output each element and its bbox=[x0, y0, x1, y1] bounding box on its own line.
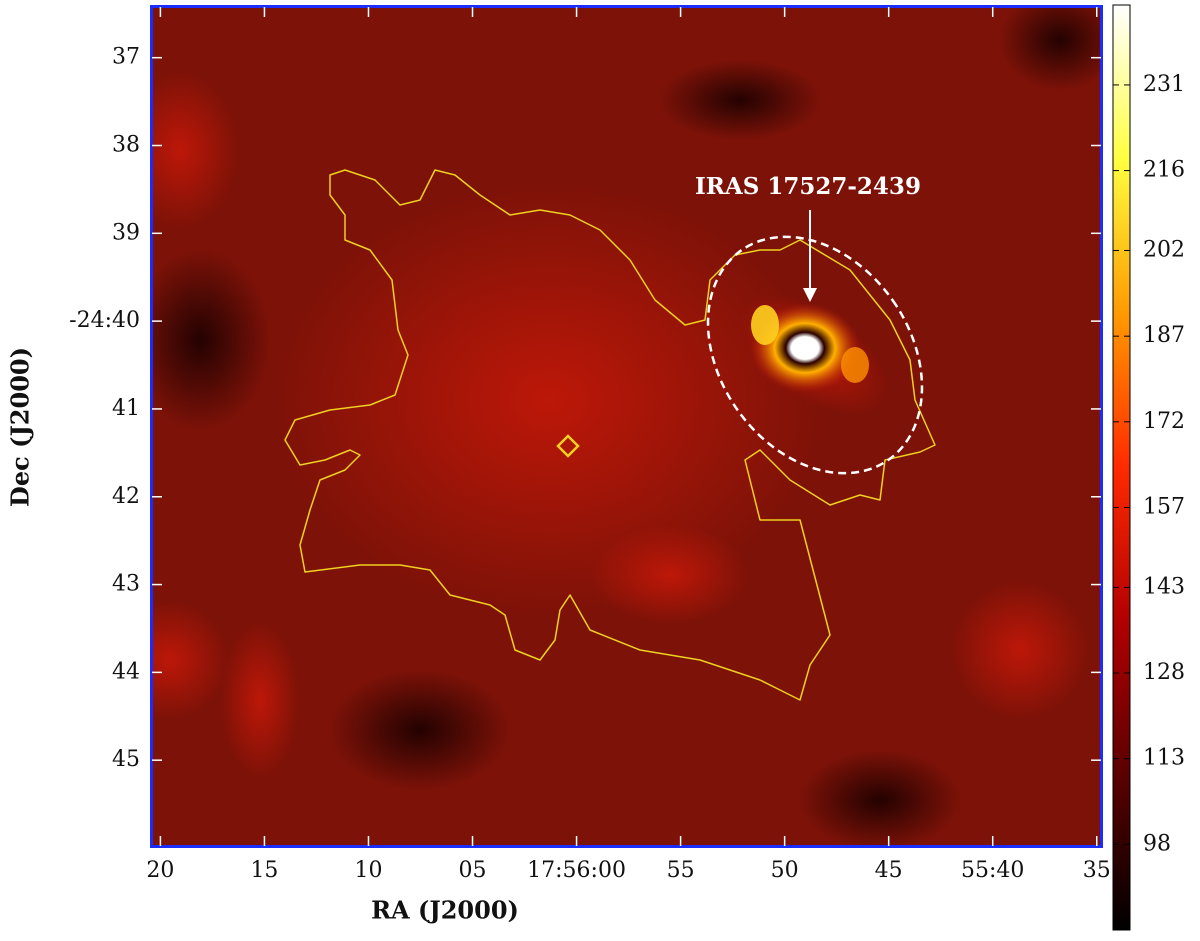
arrow-head bbox=[803, 288, 817, 302]
y-tick-label: 43 bbox=[112, 572, 140, 597]
annotation: IRAS 17527-2439 bbox=[695, 173, 921, 200]
y-tick-label: 44 bbox=[112, 659, 140, 684]
y-tick-label: -24:40 bbox=[69, 308, 140, 333]
x-tick-label: 17:56:00 bbox=[527, 858, 626, 883]
y-axis-label: Dec (J2000) bbox=[6, 347, 35, 507]
y-tick-label: 41 bbox=[112, 396, 140, 421]
colorbar-tick-label: 157 bbox=[1143, 494, 1185, 519]
y-tick-label: 37 bbox=[112, 45, 140, 70]
x-tick-label: 55 bbox=[667, 858, 695, 883]
colorbar-tick-label: 143 bbox=[1143, 574, 1185, 599]
x-axis-label: RA (J2000) bbox=[371, 896, 519, 925]
image bbox=[150, 5, 1103, 848]
x-tick-label: 15 bbox=[250, 858, 278, 883]
colorbar-tick-label: 231 bbox=[1143, 72, 1185, 97]
colorbar-tick-label: 202 bbox=[1143, 238, 1185, 263]
colorbar-tick-label: 216 bbox=[1143, 158, 1185, 183]
y-tick-label: 39 bbox=[112, 220, 140, 245]
marker bbox=[556, 434, 580, 458]
y-tick-label: 38 bbox=[112, 133, 140, 158]
colorbar-tick-label: 128 bbox=[1143, 660, 1185, 685]
y-tick-label: 42 bbox=[112, 484, 140, 509]
x-tick-label: 05 bbox=[459, 858, 487, 883]
colorbar-tick-label: 172 bbox=[1143, 409, 1185, 434]
x-tick-label: 55:40 bbox=[961, 858, 1024, 883]
y-tick-label: 45 bbox=[112, 747, 140, 772]
colorbar-tick-label: 113 bbox=[1143, 746, 1185, 771]
x-tick-label: 20 bbox=[146, 858, 174, 883]
colorbar-tick-label: 98 bbox=[1143, 831, 1171, 856]
colorbar-tick-label: 187 bbox=[1143, 323, 1185, 348]
contour bbox=[284, 169, 936, 701]
x-tick-label: 45 bbox=[875, 858, 903, 883]
x-tick-label: 10 bbox=[354, 858, 382, 883]
source-ellipse bbox=[706, 235, 924, 475]
x-tick-label: 50 bbox=[771, 858, 799, 883]
frame bbox=[150, 5, 1103, 848]
colorbar bbox=[1112, 4, 1131, 931]
x-tick-label: 35 bbox=[1083, 858, 1111, 883]
